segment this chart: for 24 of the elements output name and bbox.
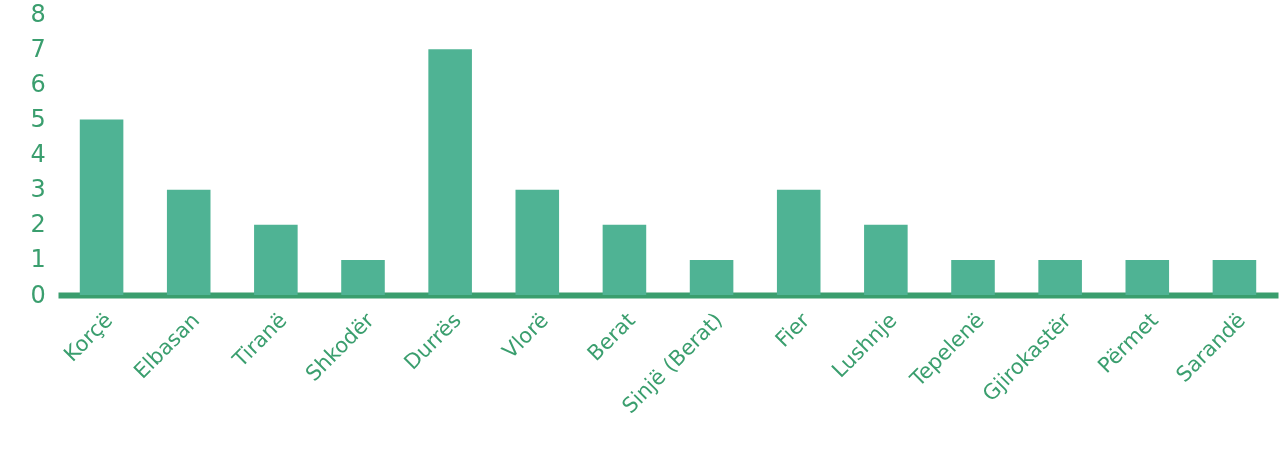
bar bbox=[1125, 259, 1170, 295]
y-tick-label: 0 bbox=[30, 280, 46, 309]
y-tick-label: 1 bbox=[30, 245, 46, 274]
bar bbox=[1038, 259, 1082, 295]
bar bbox=[864, 224, 908, 295]
y-tick-label: 3 bbox=[30, 175, 46, 204]
bar bbox=[515, 189, 560, 295]
bar bbox=[951, 259, 995, 295]
y-tick-label: 7 bbox=[30, 34, 46, 63]
bar bbox=[1212, 259, 1257, 295]
bar bbox=[689, 259, 734, 295]
bar bbox=[776, 189, 821, 295]
bar bbox=[254, 224, 298, 295]
bar bbox=[79, 119, 124, 295]
y-tick-label: 2 bbox=[30, 210, 46, 239]
bar bbox=[428, 49, 472, 295]
y-tick-label: 8 bbox=[30, 0, 46, 28]
y-tick-label: 6 bbox=[30, 69, 46, 98]
y-tick-label: 5 bbox=[30, 104, 46, 133]
bar bbox=[166, 189, 211, 295]
bar bbox=[341, 259, 385, 295]
x-tick-label: Fier bbox=[770, 307, 815, 352]
y-tick-label: 4 bbox=[30, 140, 46, 168]
bar bbox=[602, 224, 647, 295]
